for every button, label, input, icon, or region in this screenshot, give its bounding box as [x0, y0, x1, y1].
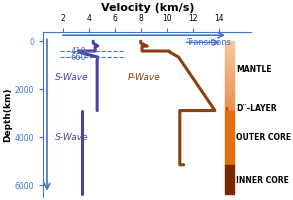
Text: OUTER CORE: OUTER CORE [236, 133, 292, 142]
Text: D′′–LAYER: D′′–LAYER [236, 104, 277, 113]
Y-axis label: Depth(km): Depth(km) [3, 87, 12, 142]
Text: INNER CORE: INNER CORE [236, 176, 289, 185]
Text: S-Wave: S-Wave [55, 133, 88, 142]
X-axis label: Velocity (km/s): Velocity (km/s) [100, 3, 194, 13]
Text: Transitions: Transitions [186, 38, 231, 47]
Text: MANTLE: MANTLE [236, 65, 272, 74]
Text: P-Wave: P-Wave [128, 73, 161, 82]
Text: 410: 410 [70, 47, 86, 56]
Text: 660: 660 [70, 53, 86, 62]
Text: S-Wave: S-Wave [55, 73, 88, 82]
